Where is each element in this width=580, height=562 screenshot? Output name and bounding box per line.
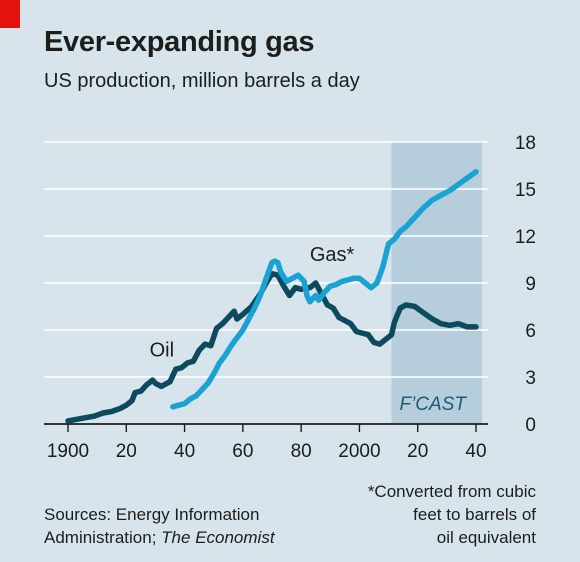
- y-tick-label-9: 9: [525, 274, 536, 295]
- series-line-gas: [170, 169, 479, 410]
- gas-label: Gas*: [310, 244, 355, 266]
- x-tick-label-2000: 2000: [338, 441, 380, 462]
- x-tick-label-1980: 80: [291, 441, 312, 462]
- source-line-1: Sources: Energy Information: [44, 505, 260, 524]
- chart-subtitle: US production, million barrels a day: [44, 70, 360, 92]
- footnote-line-3: oil equivalent: [436, 528, 536, 547]
- y-tick-label-15: 15: [515, 180, 536, 201]
- x-tick-label-2040: 40: [465, 441, 486, 462]
- footnote-line-2: feet to barrels of: [413, 505, 536, 524]
- source-note: Sources: Energy Information Administrati…: [44, 503, 275, 549]
- y-tick-label-6: 6: [525, 321, 536, 342]
- y-tick-label-0: 0: [525, 415, 536, 436]
- chart-title: Ever-expanding gas: [44, 26, 315, 58]
- footnote: *Converted from cubic feet to barrels of…: [368, 480, 536, 549]
- oil-label: Oil: [150, 340, 174, 362]
- x-tick-label-1920: 20: [116, 441, 137, 462]
- source-line-2: Administration; The Economist: [44, 526, 275, 549]
- y-tick-label-18: 18: [515, 133, 536, 154]
- source-italic: The Economist: [161, 528, 275, 547]
- y-tick-label-12: 12: [515, 227, 536, 248]
- brand-red-tag: [0, 0, 20, 28]
- x-tick-label-1900: 1900: [47, 441, 89, 462]
- x-tick-label-1940: 40: [174, 441, 195, 462]
- y-tick-label-3: 3: [525, 368, 536, 389]
- x-tick-label-1960: 60: [232, 441, 253, 462]
- forecast-label: F’CAST: [399, 394, 467, 415]
- x-tick-label-2020: 20: [407, 441, 428, 462]
- source-line-2-text: Administration;: [44, 528, 157, 547]
- footnote-line-1: *Converted from cubic: [367, 482, 536, 501]
